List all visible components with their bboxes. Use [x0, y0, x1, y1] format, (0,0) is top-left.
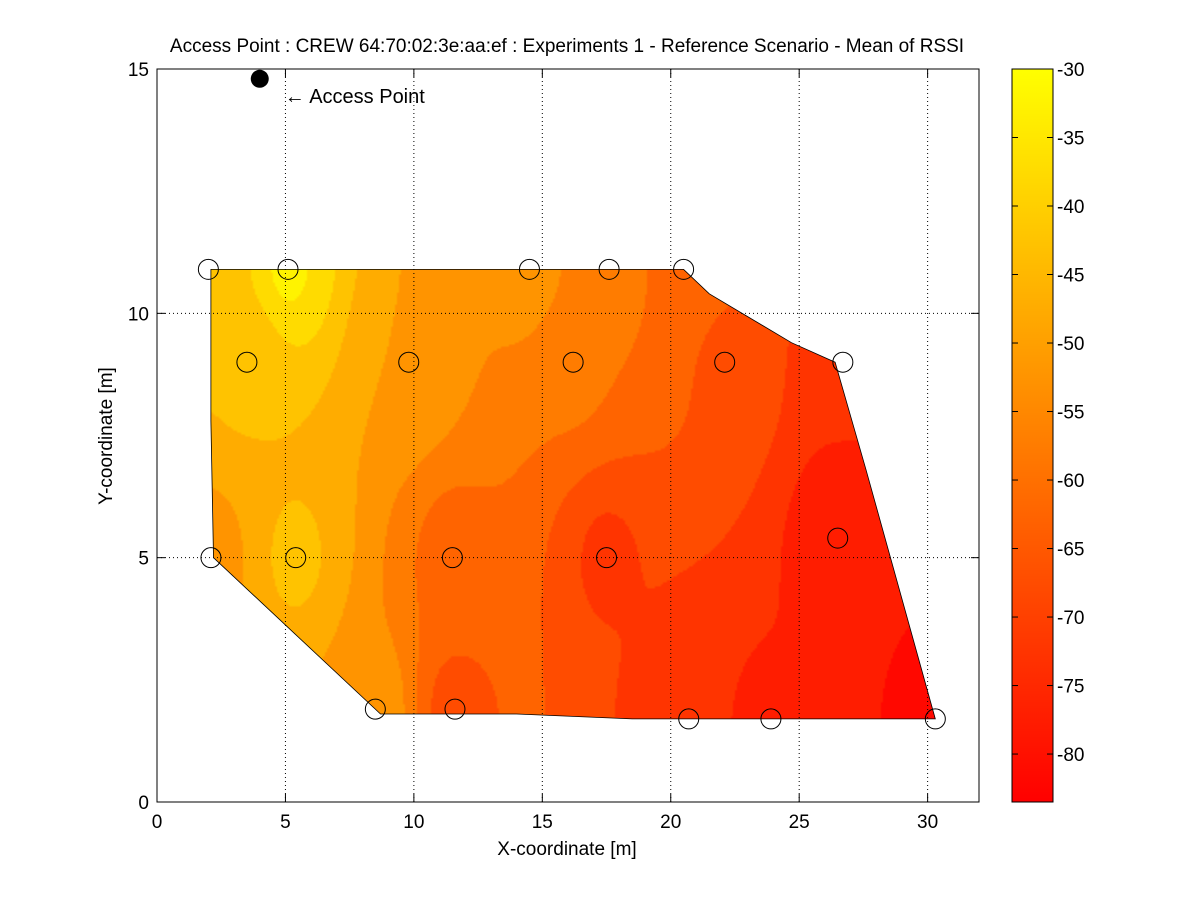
measurement-point	[924, 708, 946, 730]
colorbar-tick-label: -45	[1057, 266, 1084, 287]
chart-title: Access Point : CREW 64:70:02:3e:aa:ef : …	[170, 36, 964, 57]
y-axis-ticks: 0 5 10 15	[128, 60, 979, 814]
measurement-point	[678, 708, 700, 730]
x-tick-label: 15	[532, 812, 553, 833]
measurement-point	[200, 547, 222, 569]
x-tick-label: 10	[403, 812, 424, 833]
colorbar-tick-label: -60	[1057, 471, 1084, 492]
measurement-point	[277, 258, 299, 280]
measurement-point	[236, 351, 258, 373]
measurement-point	[832, 351, 854, 373]
measurement-point	[285, 547, 307, 569]
access-point-marker	[250, 69, 269, 88]
measurement-points	[197, 258, 946, 730]
x-tick-label: 5	[280, 812, 291, 833]
y-tick-label: 5	[138, 549, 149, 570]
y-tick-label: 10	[128, 304, 149, 325]
colorbar-ticks: -30 -35 -40 -45 -50 -55 -60 -65 -70 -75 -80	[1012, 60, 1084, 766]
colorbar-tick-label: -40	[1057, 197, 1084, 218]
measurement-point	[714, 351, 736, 373]
measurement-point	[827, 527, 849, 549]
colorbar-tick-label: -30	[1057, 60, 1084, 81]
measurement-point	[364, 698, 386, 720]
measurement-point	[598, 258, 620, 280]
x-tick-label: 30	[917, 812, 938, 833]
y-axis-label: Y-coordinate [m]	[96, 367, 117, 505]
colorbar-gradient	[1011, 68, 1054, 803]
colorbar-tick-label: -65	[1057, 540, 1084, 561]
measurement-point	[197, 258, 219, 280]
x-axis-label: X-coordinate [m]	[497, 839, 636, 860]
x-tick-label: 20	[660, 812, 681, 833]
colorbar-tick-label: -80	[1057, 745, 1084, 766]
x-tick-label: 0	[152, 812, 163, 833]
x-tick-label: 25	[789, 812, 810, 833]
y-tick-label: 0	[138, 793, 149, 814]
measurement-point	[518, 258, 540, 280]
measurement-point	[562, 351, 584, 373]
grid-lines	[157, 69, 979, 802]
colorbar-tick-label: -35	[1057, 129, 1084, 150]
colorbar: -30 -35 -40 -45 -50 -55 -60 -65 -70 -75 -80	[1011, 60, 1084, 803]
measurement-point	[760, 708, 782, 730]
x-axis-ticks: 0 5 10 15 20 25 30	[152, 69, 938, 833]
measurement-point	[673, 258, 695, 280]
measurement-point	[444, 698, 466, 720]
colorbar-tick-label: -50	[1057, 334, 1084, 355]
colorbar-tick-label: -75	[1057, 677, 1084, 698]
access-point-annotation: ← Access Point	[285, 86, 426, 108]
colorbar-tick-label: -70	[1057, 608, 1084, 629]
measurement-point	[596, 547, 618, 569]
axes-box	[156, 68, 980, 803]
measurement-point	[398, 351, 420, 373]
plot-area	[157, 69, 979, 802]
y-tick-label: 15	[128, 60, 149, 81]
measurement-point	[441, 547, 463, 569]
colorbar-tick-label: -55	[1057, 403, 1084, 424]
